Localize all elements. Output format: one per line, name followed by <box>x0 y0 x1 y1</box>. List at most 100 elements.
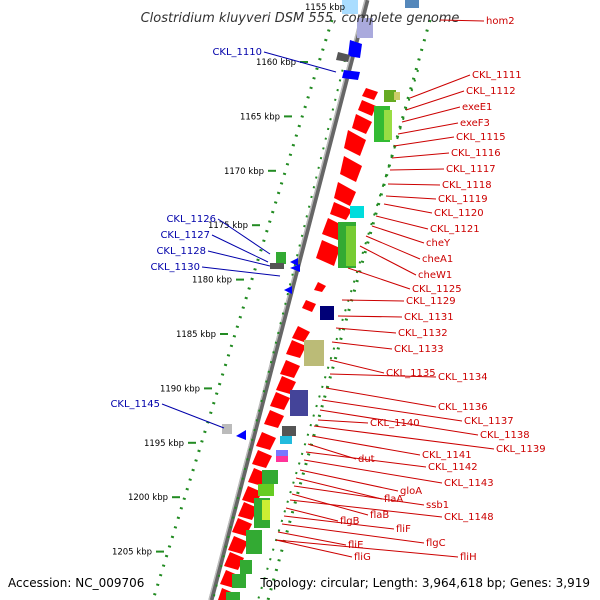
gene-label-ssb1[interactable]: ssb1 <box>426 500 449 511</box>
gene-label-leader-line <box>375 215 429 230</box>
gene-label-leader-line <box>389 168 445 171</box>
gene-label-leader-line <box>281 523 425 544</box>
gene-label-ckl_1133[interactable]: CKL_1133 <box>394 344 444 355</box>
gene-label-ckl_1125[interactable]: CKL_1125 <box>412 284 462 295</box>
gene-label-chea1[interactable]: cheA1 <box>422 254 453 265</box>
gene-label-leader-line <box>217 218 271 255</box>
gene-label-ckl_1137[interactable]: CKL_1137 <box>464 416 514 427</box>
left-gene-labels: CKL_1110 CKL_1126 CKL_1127 CKL_1128 CKL_1130… <box>110 47 337 429</box>
gene-label-flih[interactable]: fliH <box>460 552 477 563</box>
gene-label-flgc[interactable]: flgC <box>426 538 446 549</box>
accession-text: Accession: NC_009706 <box>8 576 144 590</box>
gene-label-leader-line <box>391 152 450 159</box>
gene-label-leader-line <box>335 327 397 334</box>
gene-label-leader-line <box>409 74 471 99</box>
gene-label-ckl_1141[interactable]: CKL_1141 <box>422 450 472 461</box>
gene-label-leader-line <box>207 250 271 267</box>
dotted-track-right-inner <box>257 69 419 600</box>
kbp-tick-label: 1170 kbp <box>224 167 264 177</box>
gene-label-ckl_1143[interactable]: CKL_1143 <box>444 478 494 489</box>
gene-label-ckl_1129[interactable]: CKL_1129 <box>406 296 456 307</box>
gene-label-ckl_1127[interactable]: CKL_1127 <box>160 230 210 241</box>
kbp-tick-label: 1190 kbp <box>160 384 200 394</box>
gene-label-leader-line <box>319 409 479 436</box>
gene-label-ckl_1112[interactable]: CKL_1112 <box>466 86 516 97</box>
gene-label-leader-line <box>371 225 425 244</box>
gene-label-ckl_1121[interactable]: CKL_1121 <box>430 224 480 235</box>
gene-label-leader-line <box>365 235 421 260</box>
gene-label-exee1[interactable]: exeE1 <box>462 102 492 113</box>
gene-label-leader-line <box>383 203 433 214</box>
gene-label-gloa[interactable]: gloA <box>400 486 422 497</box>
gene-label-leader-line <box>439 19 485 22</box>
gene-label-ckl_1126[interactable]: CKL_1126 <box>166 214 216 225</box>
gene-label-ckl_1134[interactable]: CKL_1134 <box>438 372 488 383</box>
gene-label-leader-line <box>313 425 495 450</box>
gene-label-ckl_1136[interactable]: CKL_1136 <box>438 402 488 413</box>
gene-label-ckl_1117[interactable]: CKL_1117 <box>446 164 496 175</box>
gene-label-ckl_1119[interactable]: CKL_1119 <box>438 194 488 205</box>
gene-label-leader-line <box>307 443 357 460</box>
gene-label-leader-line <box>305 451 427 468</box>
kbp-tick-label: 1165 kbp <box>240 112 280 122</box>
gene-label-leader-line <box>401 106 461 123</box>
gene-label-ckl_1145[interactable]: CKL_1145 <box>110 399 160 410</box>
gene-label-ckl_1138[interactable]: CKL_1138 <box>480 430 530 441</box>
gene-label-ckl_1111[interactable]: CKL_1111 <box>472 70 522 81</box>
gene-label-leader-line <box>293 485 425 506</box>
gene-label-leader-line <box>289 499 443 518</box>
gene-label-leader-line <box>295 477 383 500</box>
gene-label-flaa[interactable]: flaA <box>384 494 403 505</box>
gene-label-ckl_1140[interactable]: CKL_1140 <box>370 418 420 429</box>
gene-label-leader-line <box>277 531 347 546</box>
gene-label-leader-line <box>275 539 459 558</box>
gene-label-flie[interactable]: fliE <box>348 540 363 551</box>
gene-label-ckl_1130[interactable]: CKL_1130 <box>150 262 200 273</box>
gene-label-ckl_1116[interactable]: CKL_1116 <box>451 148 501 159</box>
dotted-track-right <box>266 19 432 600</box>
gene-label-flif[interactable]: fliF <box>396 524 411 535</box>
gene-label-leader-line <box>201 266 281 277</box>
forward-gene-stack <box>218 88 400 600</box>
gene-label-ckl_1148[interactable]: CKL_1148 <box>444 512 494 523</box>
gene-label-chey[interactable]: cheY <box>426 238 451 249</box>
gene-label-leader-line <box>397 122 459 135</box>
gene-label-leader-line <box>405 90 465 111</box>
gene-label-ckl_1128[interactable]: CKL_1128 <box>156 246 206 257</box>
gene-label-leader-line <box>347 267 411 290</box>
gene-label-ckl_1120[interactable]: CKL_1120 <box>434 208 484 219</box>
map-title: Clostridium kluyveri DSM 555, complete g… <box>141 11 460 26</box>
gene-label-leader-line <box>387 183 441 186</box>
gene-label-leader-line <box>317 419 369 424</box>
gene-label-leader-line <box>211 234 269 263</box>
kbp-tick-label: 1160 kbp <box>256 58 296 68</box>
dotted-track-outer-left <box>151 19 334 600</box>
reverse-gene-stack <box>222 252 300 440</box>
gene-label-ckl_1142[interactable]: CKL_1142 <box>428 462 478 473</box>
gene-label-chew1[interactable]: cheW1 <box>418 270 452 281</box>
gene-label-ckl_1110[interactable]: CKL_1110 <box>212 47 262 58</box>
gene-label-flab[interactable]: flaB <box>370 510 389 521</box>
topology-text: Topology: circular; Length: 3,964,618 bp… <box>259 576 590 590</box>
gene-label-ckl_1139[interactable]: CKL_1139 <box>496 444 546 455</box>
gene-label-hom2[interactable]: hom2 <box>486 16 515 27</box>
partial-top-tick-label: 1155 kbp <box>305 3 345 13</box>
gene-label-leader-line <box>329 373 437 378</box>
gene-label-leader-line <box>393 136 455 147</box>
gene-label-leader-line <box>311 435 421 456</box>
gene-label-exef3[interactable]: exeF3 <box>460 118 490 129</box>
gene-label-ckl_1118[interactable]: CKL_1118 <box>442 180 492 191</box>
gene-label-ckl_1135[interactable]: CKL_1135 <box>386 368 436 379</box>
gene-label-ckl_1132[interactable]: CKL_1132 <box>398 328 448 339</box>
gene-label-leader-line <box>303 459 443 484</box>
gene-label-flgb[interactable]: flgB <box>340 516 360 527</box>
gene-label-leader-line <box>385 195 437 200</box>
gene-label-ckl_1115[interactable]: CKL_1115 <box>456 132 506 143</box>
gene-label-flig[interactable]: fliG <box>354 552 371 563</box>
gene-label-ckl_1131[interactable]: CKL_1131 <box>404 312 454 323</box>
gene-label-leader-line <box>325 387 437 408</box>
gene-label-leader-line <box>341 299 405 302</box>
